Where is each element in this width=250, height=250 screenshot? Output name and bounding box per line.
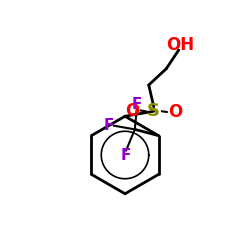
Text: F: F — [132, 97, 142, 112]
Text: F: F — [121, 148, 131, 162]
Text: S: S — [147, 102, 160, 120]
Text: O: O — [126, 102, 140, 119]
Text: F: F — [104, 118, 114, 133]
Text: O: O — [168, 103, 182, 121]
Text: OH: OH — [166, 36, 194, 54]
